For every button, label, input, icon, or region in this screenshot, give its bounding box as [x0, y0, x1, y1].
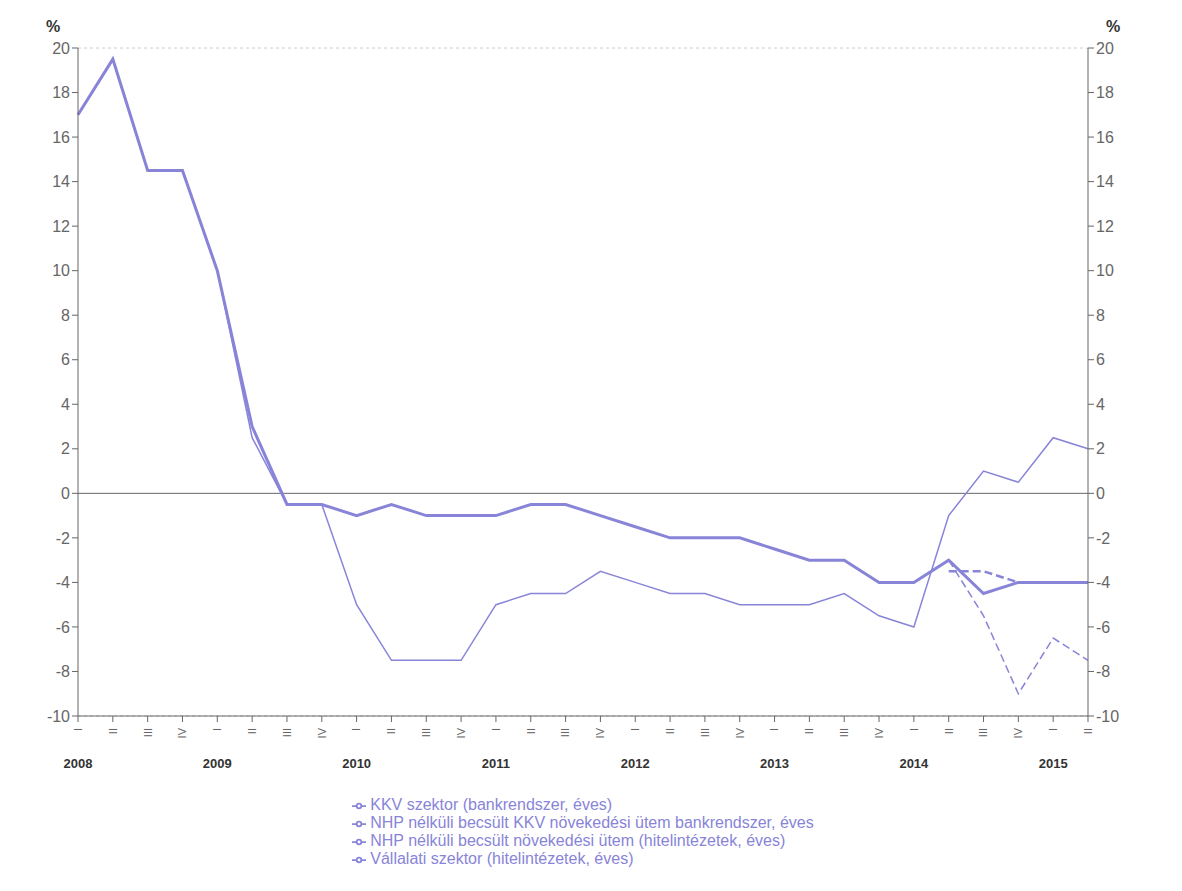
svg-text:2012: 2012 — [621, 756, 650, 771]
svg-text:16: 16 — [1096, 129, 1114, 146]
svg-text:16: 16 — [52, 129, 70, 146]
html-text:NHP nélküli becsült növekedési: NHP nélküli becsült növekedési ütem (hit… — [370, 832, 786, 849]
svg-text:II: II — [525, 728, 537, 734]
svg-text:6: 6 — [61, 351, 70, 368]
svg-text:I: I — [350, 728, 362, 731]
html-text:KKV szektor (bankrendszer, éve: KKV szektor (bankrendszer, éves) — [370, 796, 613, 813]
svg-text:-4: -4 — [1096, 574, 1110, 591]
svg-text:IV: IV — [176, 727, 188, 738]
svg-text:-8: -8 — [56, 663, 70, 680]
svg-text:2014: 2014 — [899, 756, 929, 771]
svg-text:II: II — [107, 728, 119, 734]
svg-text:%: % — [1106, 18, 1120, 35]
svg-text:12: 12 — [52, 218, 70, 235]
svg-text:III: III — [838, 728, 850, 737]
svg-text:20: 20 — [52, 40, 70, 57]
svg-text:-4: -4 — [56, 574, 70, 591]
svg-text:I: I — [72, 728, 84, 731]
svg-text:8: 8 — [1096, 307, 1105, 324]
svg-text:IV: IV — [455, 727, 467, 738]
svg-text:10: 10 — [1096, 262, 1114, 279]
svg-text:4: 4 — [61, 396, 70, 413]
svg-text:I: I — [490, 728, 502, 731]
svg-text:%: % — [46, 18, 60, 35]
svg-text:I: I — [908, 728, 920, 731]
svg-text:0: 0 — [61, 485, 70, 502]
svg-text:III: III — [699, 728, 711, 737]
svg-text:IV: IV — [1012, 727, 1024, 738]
svg-text:IV: IV — [873, 727, 885, 738]
svg-text:-2: -2 — [1096, 530, 1110, 547]
svg-text:-10: -10 — [1096, 708, 1119, 725]
svg-text:2015: 2015 — [1039, 756, 1068, 771]
svg-text:14: 14 — [52, 173, 70, 190]
svg-text:20: 20 — [1096, 40, 1114, 57]
svg-text:0: 0 — [1096, 485, 1105, 502]
svg-text:II: II — [664, 728, 676, 734]
svg-text:2009: 2009 — [203, 756, 232, 771]
svg-text:I: I — [629, 728, 641, 731]
svg-text:III: III — [977, 728, 989, 737]
svg-text:-2: -2 — [56, 530, 70, 547]
svg-text:6: 6 — [1096, 351, 1105, 368]
svg-text:II: II — [385, 728, 397, 734]
svg-text:10: 10 — [52, 262, 70, 279]
svg-text:IV: IV — [734, 727, 746, 738]
svg-text:IV: IV — [594, 727, 606, 738]
svg-text:-10: -10 — [47, 708, 70, 725]
svg-text:18: 18 — [1096, 84, 1114, 101]
svg-text:III: III — [420, 728, 432, 737]
svg-text:I: I — [1047, 728, 1059, 731]
svg-text:IV: IV — [316, 727, 328, 738]
svg-text:14: 14 — [1096, 173, 1114, 190]
svg-text:2013: 2013 — [760, 756, 789, 771]
svg-text:III: III — [281, 728, 293, 737]
svg-text:12: 12 — [1096, 218, 1114, 235]
svg-text:I: I — [768, 728, 780, 731]
svg-text:I: I — [211, 728, 223, 731]
svg-text:III: III — [142, 728, 154, 737]
svg-text:2: 2 — [1096, 440, 1105, 457]
svg-text:-8: -8 — [1096, 663, 1110, 680]
svg-text:II: II — [246, 728, 258, 734]
svg-text:III: III — [559, 728, 571, 737]
svg-text:-6: -6 — [56, 619, 70, 636]
svg-text:II: II — [803, 728, 815, 734]
svg-text:2010: 2010 — [342, 756, 371, 771]
svg-text:8: 8 — [61, 307, 70, 324]
svg-text:2008: 2008 — [64, 756, 93, 771]
svg-text:2011: 2011 — [482, 756, 510, 771]
svg-text:2: 2 — [61, 440, 70, 457]
svg-text:II: II — [943, 728, 955, 734]
svg-text:4: 4 — [1096, 396, 1105, 413]
html-text:NHP nélküli becsült KKV növeke: NHP nélküli becsült KKV növekedési ütem … — [370, 814, 814, 831]
svg-text:18: 18 — [52, 84, 70, 101]
svg-text:II: II — [1082, 728, 1094, 734]
svg-text:-6: -6 — [1096, 619, 1110, 636]
html-text:Vállalati szektor (hitelintéze: Vállalati szektor (hitelintézetek, éves) — [370, 850, 634, 867]
